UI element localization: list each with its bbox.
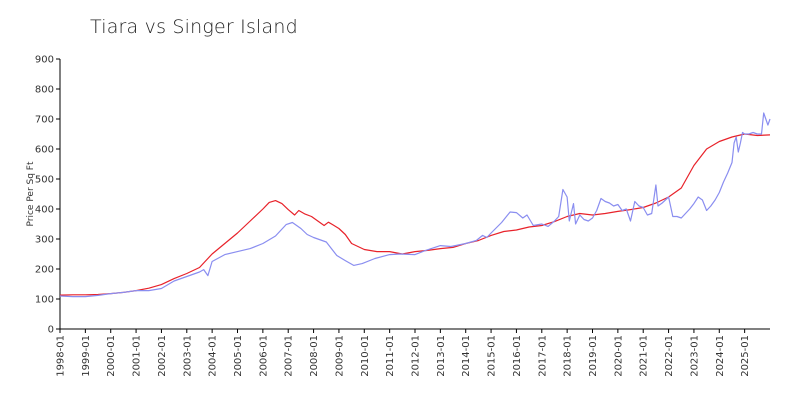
y-tick-label: 500 xyxy=(35,175,54,186)
x-tick-label: 2014-01 xyxy=(461,335,472,377)
x-tick-label: 2004-01 xyxy=(208,335,219,377)
y-tick-label: 600 xyxy=(35,145,54,156)
y-tick-label: 0 xyxy=(48,325,54,336)
y-tick-label: 100 xyxy=(35,295,54,306)
y-tick-label: 200 xyxy=(35,265,54,276)
x-tick-label: 2012-01 xyxy=(411,335,422,377)
y-tick-label: 700 xyxy=(35,115,54,126)
x-tick-label: 2010-01 xyxy=(360,335,371,377)
x-tick-label: 2016-01 xyxy=(512,335,523,377)
x-tick-label: 2024-01 xyxy=(715,335,726,377)
x-tick-label: 2001-01 xyxy=(132,335,143,377)
y-tick-label: 300 xyxy=(35,235,54,246)
x-tick-label: 2020-01 xyxy=(613,335,624,377)
y-tick-label: 800 xyxy=(35,85,54,96)
x-tick-label: 2000-01 xyxy=(106,335,117,377)
y-axis-title: Price Per Sq Ft xyxy=(26,161,36,226)
x-tick-label: 2023-01 xyxy=(689,335,700,377)
x-tick-label: 2006-01 xyxy=(258,335,269,377)
x-tick-label: 2018-01 xyxy=(563,335,574,377)
x-tick-label: 2019-01 xyxy=(588,335,599,377)
x-tick-label: 2025-01 xyxy=(740,335,751,377)
series-line-1 xyxy=(59,133,771,296)
x-tick-label: 2002-01 xyxy=(157,335,168,377)
x-tick-label: 2017-01 xyxy=(537,335,548,377)
x-tick-label: 2003-01 xyxy=(182,335,193,377)
x-tick-label: 2013-01 xyxy=(436,335,447,377)
x-tick-label: 2021-01 xyxy=(639,335,650,377)
x-tick-label: 2015-01 xyxy=(487,335,498,377)
x-tick-label: 2007-01 xyxy=(284,335,295,377)
x-ticks: 1998-01 1999-01 2000-01 2001-01 2002-01 2003-… xyxy=(56,329,751,377)
y-tick-label: 400 xyxy=(35,205,54,216)
axes xyxy=(59,59,770,330)
x-tick-label: 2022-01 xyxy=(664,335,675,377)
x-tick-label: 1998-01 xyxy=(56,335,67,377)
x-tick-label: 2008-01 xyxy=(309,335,320,377)
y-ticks: 0 100 200 300 400 500 600 700 800 900 xyxy=(35,55,60,336)
x-tick-label: 2011-01 xyxy=(385,335,396,377)
chart-title: Tiara vs Singer Island xyxy=(90,16,298,38)
y-tick-label: 900 xyxy=(35,55,54,66)
x-tick-label: 2009-01 xyxy=(334,335,345,377)
x-tick-label: 2005-01 xyxy=(233,335,244,377)
series-line-2 xyxy=(59,112,771,298)
series-layer xyxy=(59,112,771,298)
x-tick-label: 1999-01 xyxy=(81,335,92,377)
